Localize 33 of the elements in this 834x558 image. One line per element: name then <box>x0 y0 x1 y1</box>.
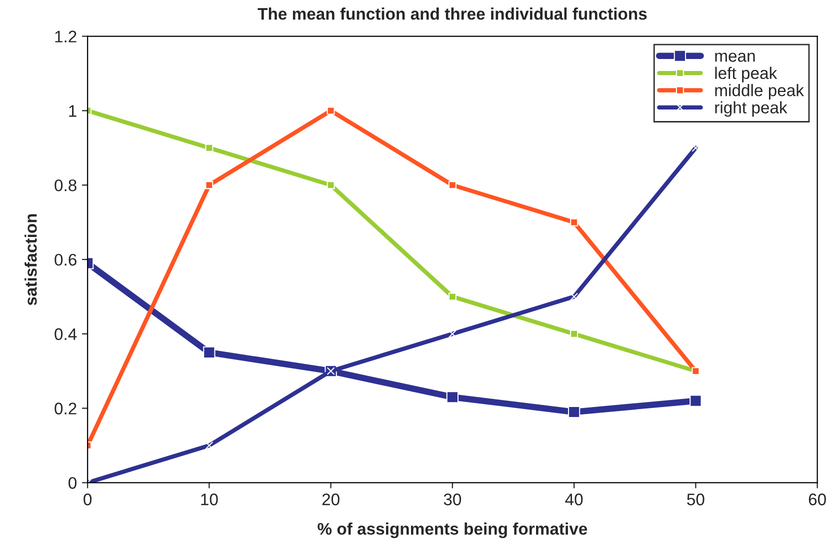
point <box>446 391 459 404</box>
point <box>205 144 214 152</box>
point <box>205 181 214 190</box>
point <box>448 292 456 301</box>
point <box>570 330 578 338</box>
x-tick-label: 50 <box>687 494 704 506</box>
point <box>326 106 335 115</box>
point <box>568 406 580 418</box>
point <box>203 346 216 359</box>
point <box>690 394 702 407</box>
y-tick-label: 0 <box>68 477 76 489</box>
y-tick-label: 1 <box>69 105 76 117</box>
point <box>570 218 578 226</box>
chart-title: The mean function and three individual functions <box>258 8 647 20</box>
x-tick-label: 30 <box>444 494 462 506</box>
legend-label: middle peak <box>715 84 804 100</box>
point <box>448 181 456 190</box>
legend-label: mean <box>715 52 755 62</box>
x-tick-label: 60 <box>808 494 826 506</box>
y-tick-label: 0.8 <box>54 179 76 192</box>
y-tick-label: 0.2 <box>54 402 76 414</box>
y-tick-label: 1.2 <box>55 30 76 42</box>
x-tick-label: 40 <box>565 494 583 506</box>
x-tick-label: 20 <box>322 494 340 506</box>
legend-label: left peak <box>715 66 778 82</box>
x-tick-label: 10 <box>201 494 218 506</box>
y-axis-title: satisfaction <box>24 214 37 306</box>
x-tick-label: 0 <box>84 494 92 506</box>
point <box>326 181 335 190</box>
y-tick-label: 0.6 <box>54 254 76 266</box>
legend-label: right peak <box>715 101 788 117</box>
y-tick-label: 0.4 <box>54 328 77 340</box>
x-axis-title: % of assignments being formative <box>318 522 588 538</box>
